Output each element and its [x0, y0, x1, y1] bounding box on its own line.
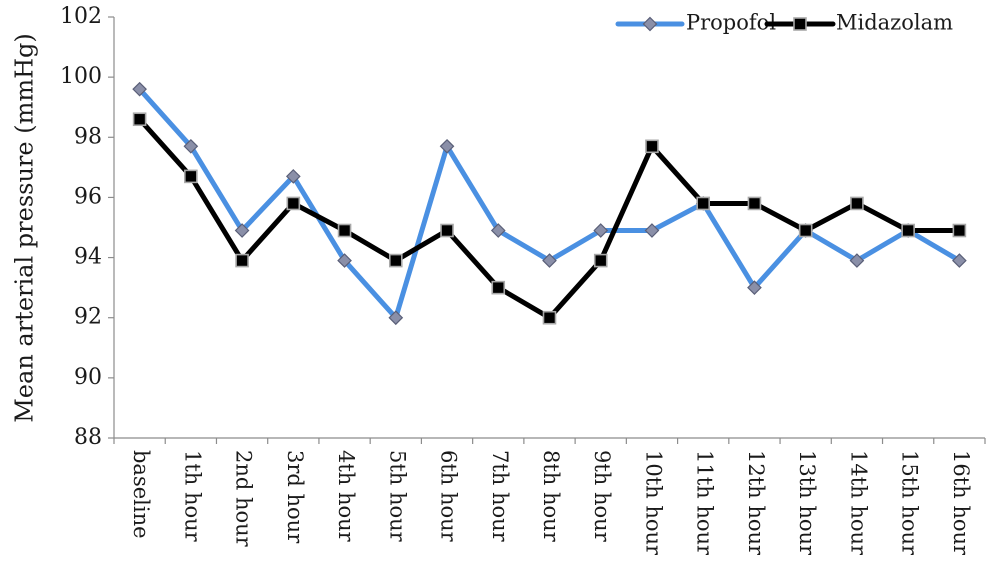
x-tick-label: 15th hour	[898, 450, 922, 556]
x-tick-label: 3rd hour	[283, 450, 307, 544]
data-point	[696, 196, 711, 211]
y-axis-title: Mean arterial pressure (mmHg)	[11, 33, 39, 423]
y-ticks: 88 90 92 94 96 98 100 102	[60, 4, 114, 450]
y-tick-label: 88	[74, 425, 102, 450]
data-point	[439, 138, 455, 154]
data-point	[644, 223, 660, 238]
x-tick-label: 2nd hour	[232, 450, 256, 548]
y-tick-label: 90	[74, 365, 102, 390]
series-midazolam	[132, 112, 967, 325]
data-point	[593, 253, 608, 268]
data-point	[645, 139, 659, 154]
data-point	[285, 169, 301, 184]
data-point	[183, 138, 199, 154]
x-tick-label: 11th hour	[693, 450, 717, 556]
data-point	[440, 223, 454, 238]
legend-label: Propofol	[686, 11, 776, 35]
x-tick-label: 10th hour	[641, 450, 665, 556]
x-tick-label: 14th hour	[846, 450, 870, 556]
x-tick-label: 1th hour	[180, 450, 204, 543]
data-point	[132, 81, 147, 97]
series-line	[137, 86, 962, 321]
data-point	[234, 223, 250, 238]
y-tick-label: 94	[74, 245, 102, 270]
x-tick-label: 4th hour	[334, 450, 358, 543]
data-point	[798, 223, 813, 238]
data-point	[337, 223, 352, 238]
data-point	[952, 253, 967, 268]
legend-item-midazolam: Midazolam	[764, 11, 953, 35]
series-line	[137, 116, 962, 321]
x-tick-label: 9th hour	[590, 450, 614, 543]
legend-marker	[793, 17, 807, 31]
data-point	[593, 223, 609, 238]
data-point	[542, 310, 557, 325]
data-point	[490, 223, 506, 238]
y-tick-label: 96	[74, 184, 102, 209]
series-propofol	[132, 81, 967, 326]
data-point	[491, 280, 506, 295]
data-point	[184, 169, 198, 184]
x-tick-label: 5th hour	[385, 450, 409, 543]
data-point	[286, 196, 301, 211]
data-point	[388, 253, 403, 268]
data-point	[132, 112, 147, 127]
data-point	[337, 253, 352, 268]
data-point	[952, 223, 967, 238]
legend-marker	[642, 16, 658, 32]
legend-label: Midazolam	[836, 11, 953, 35]
axes	[113, 17, 985, 439]
x-ticks: baseline 1th hour 2nd hour 3rd hour 4th hour…	[113, 438, 986, 556]
y-axis-title-group: Mean arterial pressure (mmHg)	[11, 33, 39, 423]
y-tick-label: 92	[74, 305, 102, 330]
data-point	[235, 253, 249, 268]
x-tick-label: 8th hour	[539, 450, 563, 543]
x-tick-label: 12th hour	[744, 450, 768, 556]
data-point	[849, 253, 865, 268]
y-tick-label: 100	[60, 64, 102, 89]
data-point	[388, 310, 404, 326]
series-layer	[132, 81, 967, 326]
y-tick-label: 98	[74, 124, 102, 149]
x-tick-label: baseline	[129, 450, 153, 539]
y-tick-label: 102	[60, 4, 102, 29]
x-tick-label: 13th hour	[795, 450, 819, 556]
data-point	[850, 196, 864, 211]
x-tick-label: 6th hour	[437, 450, 461, 543]
legend-item-propofol: Propofol	[615, 11, 776, 35]
x-tick-label: 16th hour	[949, 450, 973, 556]
data-point	[747, 196, 762, 211]
data-point	[747, 280, 762, 295]
data-point	[542, 253, 557, 268]
legend: Propofol Midazolam	[615, 11, 953, 35]
data-point	[901, 223, 915, 238]
x-tick-label: 7th hour	[488, 450, 512, 543]
